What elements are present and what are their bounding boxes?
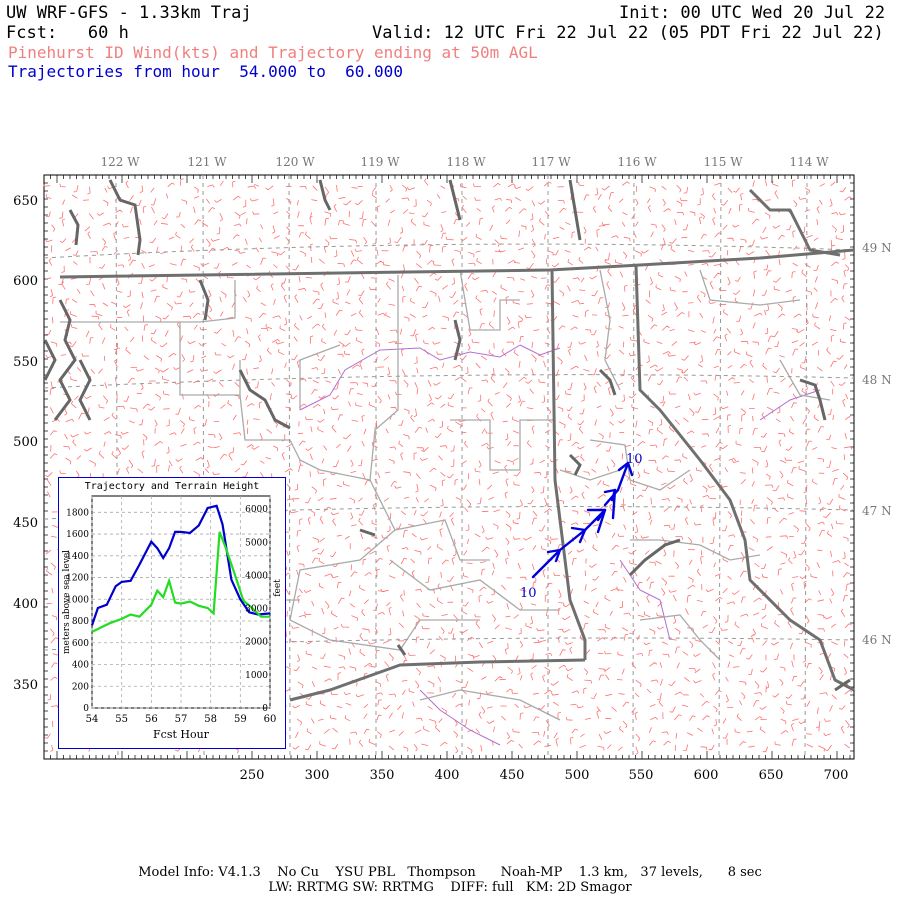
inset-x-tick: 57 — [175, 714, 188, 725]
init-time: Init: 00 UTC Wed 20 Jul 22 — [619, 3, 886, 23]
y-tick-label: 550 — [13, 355, 38, 370]
inset-y-left-tick: 1200 — [66, 574, 89, 584]
inset-y-left-tick: 1800 — [66, 508, 89, 518]
x-tick-label: 450 — [500, 768, 525, 783]
y-tick-label: 350 — [13, 678, 38, 693]
lat-label: 46 N — [862, 633, 892, 647]
x-tick-label: 700 — [824, 768, 849, 783]
inset-tick-labels: 54 55 56 57 58 59 6002004006008001000120014001… — [66, 505, 276, 725]
x-tick-label: 300 — [305, 768, 330, 783]
lat-label: 49 N — [862, 241, 892, 255]
lon-label: 114 W — [789, 155, 829, 169]
lon-label: 120 W — [275, 155, 315, 169]
inset-y-left-tick: 1000 — [66, 595, 89, 605]
x-tick-label: 250 — [240, 768, 265, 783]
lon-label: 121 W — [187, 155, 227, 169]
inset-x-tick: 55 — [115, 714, 128, 725]
model-info: Model Info: V4.1.3 No Cu YSU PBL Thompso… — [138, 865, 762, 880]
x-tick-label: 400 — [435, 768, 460, 783]
inset-y-left-tick: 600 — [72, 639, 89, 649]
inset-y-right-label: feet — [273, 579, 283, 597]
y-tick-label: 450 — [13, 516, 38, 531]
x-tick-label: 500 — [565, 768, 590, 783]
field-subtitle: Pinehurst ID Wind(kts) and Trajectory en… — [8, 43, 538, 62]
inset-x-tick: 54 — [86, 714, 99, 725]
x-tick-label: 550 — [629, 768, 654, 783]
inset-terrain-height-line — [91, 531, 270, 633]
state-borders — [59, 188, 855, 702]
x-tick-label: 600 — [694, 768, 719, 783]
inset-chart: Trajectory and Terrain Height 54 55 56 57 58… — [58, 477, 286, 749]
x-tick-label: 350 — [370, 768, 395, 783]
inset-title: Trajectory and Terrain Height — [85, 481, 260, 492]
inset-x-tick: 56 — [145, 714, 158, 725]
trajectory-subtitle: Trajectories from hour 54.000 to 60.000 — [8, 62, 403, 81]
inset-y-left-tick: 200 — [72, 682, 89, 692]
coastline-and-lakes — [43, 179, 851, 692]
map-frame — [43, 174, 855, 760]
inset-y-right-tick: 3000 — [245, 605, 268, 615]
inset-y-right-tick: 2000 — [245, 638, 268, 648]
inset-series — [90, 504, 271, 633]
inset-y-left-tick: 800 — [72, 617, 89, 627]
inset-y-left-tick: 400 — [72, 661, 89, 671]
inset-y-left-tick: 0 — [83, 704, 89, 714]
inset-x-label: Fcst Hour — [153, 728, 210, 741]
trajectory-start-label: 10 — [520, 586, 537, 601]
lon-label: 118 W — [446, 155, 486, 169]
x-tick-label: 650 — [759, 768, 784, 783]
lon-label: 115 W — [703, 155, 743, 169]
inset-grid — [91, 496, 271, 709]
county-lines — [60, 269, 831, 721]
inset-y-left-tick: 1400 — [66, 552, 89, 562]
trajectory-end-label: 10 — [626, 452, 643, 467]
trajectory-path — [531, 461, 634, 579]
rivers — [299, 344, 821, 746]
lat-label: 47 N — [862, 504, 892, 518]
model-info-2: LW: RRTMG SW: RRTMG DIFF: full KM: 2D Sm… — [268, 880, 632, 895]
model-title: UW WRF-GFS - 1.33km Traj — [6, 3, 252, 23]
inset-trajectory-height-line — [90, 504, 271, 626]
y-tick-label: 600 — [13, 274, 38, 289]
inset-x-tick: 59 — [234, 714, 247, 725]
forecast-hour: Fcst: 60 h — [6, 23, 129, 43]
lon-label: 122 W — [100, 155, 140, 169]
inset-y-right-tick: 6000 — [245, 505, 268, 515]
valid-time: Valid: 12 UTC Fri 22 Jul 22 (05 PDT Fri … — [372, 23, 884, 43]
inset-y-left-label: meters above sea level — [62, 550, 72, 654]
inset-x-tick: 58 — [204, 714, 217, 725]
inset-y-right-tick: 4000 — [245, 571, 268, 581]
lon-label: 116 W — [617, 155, 657, 169]
inset-y-right-tick: 0 — [262, 704, 268, 714]
inset-y-right-tick: 1000 — [245, 671, 268, 681]
lat-label: 48 N — [862, 373, 892, 387]
y-tick-label: 500 — [13, 435, 38, 450]
inset-y-left-tick: 1600 — [66, 530, 89, 540]
inset-x-tick: 60 — [264, 714, 277, 725]
y-tick-label: 400 — [13, 597, 38, 612]
y-tick-label: 650 — [13, 194, 38, 209]
inset-y-right-tick: 5000 — [245, 538, 268, 548]
map-tick-marks: 122 W 121 W 120 W 119 W 118 W 117 W 116 W 115 W… — [13, 155, 891, 783]
lon-label: 119 W — [360, 155, 400, 169]
lon-label: 117 W — [531, 155, 571, 169]
